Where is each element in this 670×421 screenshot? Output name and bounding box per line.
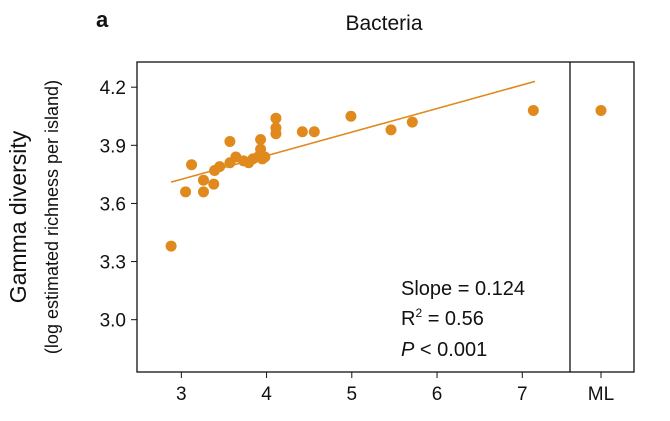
data-point	[165, 240, 177, 252]
data-point	[296, 126, 308, 138]
data-point	[255, 143, 267, 155]
data-point	[308, 126, 320, 138]
r2-annotation: R2 = 0.56	[401, 306, 484, 330]
chart-title: Bacteria	[345, 12, 422, 35]
data-point	[197, 174, 209, 186]
y-tick-label: 3.9	[100, 136, 126, 157]
x-tick-label: 4	[261, 384, 272, 405]
y-tick-label: 3.0	[100, 311, 126, 332]
data-point	[186, 159, 198, 171]
y-axis-label: Gamma diversity	[5, 130, 31, 303]
regression-line	[170, 80, 536, 183]
data-point	[345, 110, 357, 122]
panel-label: a	[96, 7, 109, 32]
data-point	[270, 128, 282, 140]
data-point	[527, 104, 539, 116]
slope-annotation: Slope = 0.124	[401, 278, 525, 300]
plot-frame	[136, 61, 635, 373]
x-tick-label: 7	[517, 384, 528, 405]
ml-tick-label: ML	[588, 384, 614, 405]
data-point	[208, 178, 220, 190]
data-point	[255, 134, 267, 145]
data-point	[224, 135, 236, 147]
data-point	[180, 186, 192, 198]
data-point	[197, 186, 209, 198]
x-tick-label: 5	[347, 384, 358, 405]
data-point	[406, 116, 418, 128]
y-tick-label: 3.6	[100, 194, 126, 215]
y-axis-sublabel: (log estimated richness per island)	[42, 80, 62, 354]
y-tick-label: 4.2	[100, 78, 126, 99]
data-point	[270, 112, 282, 124]
p-annotation: P < 0.001	[401, 339, 487, 361]
ml-point	[595, 104, 607, 116]
y-tick-label: 3.3	[100, 253, 126, 274]
x-tick-label: 3	[176, 384, 187, 405]
x-tick-label: 6	[432, 384, 443, 405]
data-point	[214, 161, 226, 173]
data-point	[385, 124, 397, 136]
